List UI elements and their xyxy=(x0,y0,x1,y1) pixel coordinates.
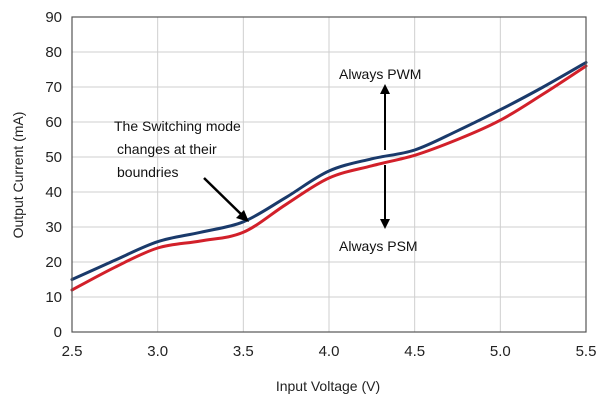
annotation-always-psm: Always PSM xyxy=(339,238,418,254)
annotation-switching-arrowhead xyxy=(236,210,249,222)
series-line-1 xyxy=(70,61,588,281)
annotation-mode-arrows: Always PWM Always PSM xyxy=(339,66,421,254)
x-tick-label: 4.5 xyxy=(404,343,425,360)
y-tick-labels: 0 10 20 30 40 50 60 70 80 90 xyxy=(45,9,62,341)
x-tick-label: 2.5 xyxy=(62,343,83,360)
y-tick-label: 40 xyxy=(45,184,62,201)
plot-frame xyxy=(71,16,587,333)
psm-arrowhead xyxy=(380,219,390,229)
series-lines xyxy=(70,61,588,292)
y-tick-label: 60 xyxy=(45,114,62,131)
y-tick-label: 80 xyxy=(45,44,62,61)
pwm-arrowhead xyxy=(380,84,390,94)
annotation-switching-line-3: boundries xyxy=(117,164,179,180)
y-tick-label: 0 xyxy=(54,324,62,341)
x-tick-label: 3.5 xyxy=(233,343,254,360)
y-axis-title: Output Current (mA) xyxy=(10,112,26,239)
y-tick-label: 30 xyxy=(45,219,62,236)
x-tick-labels: 2.5 3.0 3.5 4.0 4.5 5.0 5.5 xyxy=(62,343,597,360)
y-tick-label: 90 xyxy=(45,9,62,26)
y-tick-label: 10 xyxy=(45,289,62,306)
grid xyxy=(72,17,586,332)
x-tick-label: 3.0 xyxy=(147,343,168,360)
y-tick-label: 20 xyxy=(45,254,62,271)
y-tick-label: 70 xyxy=(45,79,62,96)
x-tick-label: 5.0 xyxy=(490,343,511,360)
annotation-switching-line-1: The Switching mode xyxy=(114,118,241,134)
series-line-2 xyxy=(70,64,588,292)
x-tick-label: 4.0 xyxy=(319,343,340,360)
annotation-switching-arrow xyxy=(203,177,246,219)
x-axis-title: Input Voltage (V) xyxy=(276,378,380,394)
annotation-switching-mode: The Switching mode changes at their boun… xyxy=(114,118,249,222)
x-tick-label: 5.5 xyxy=(576,343,597,360)
annotation-switching-line-2: changes at their xyxy=(117,141,217,157)
y-tick-label: 50 xyxy=(45,149,62,166)
annotation-always-pwm: Always PWM xyxy=(339,66,421,82)
